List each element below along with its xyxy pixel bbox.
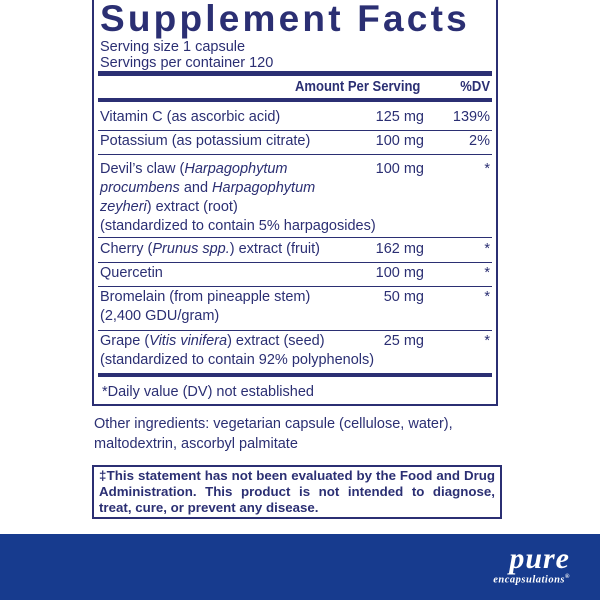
nutrient-name: Vitamin C (as ascorbic acid) [100, 109, 281, 125]
nutrient-dv: * [484, 289, 490, 305]
servings-per-container: Servings per container 120 [100, 55, 274, 71]
nutrient-dv: * [484, 161, 490, 177]
row-divider [98, 262, 492, 263]
logo-word: pure [509, 542, 570, 575]
nutrient-name: Bromelain (from pineapple stem) (2,400 GD… [100, 288, 350, 326]
panel-title: Supplement Facts [100, 0, 470, 39]
supplement-facts-panel: Supplement Facts Serving size 1 capsule … [92, 0, 498, 406]
divider [98, 71, 492, 76]
nutrient-dv: 139% [452, 109, 490, 125]
nutrient-name: Potassium (as potassium citrate) [100, 133, 311, 149]
nutrient-note: (standardized to contain 5% harpagosides… [100, 218, 376, 234]
nutrient-amount: 162 mg [375, 241, 424, 257]
nutrient-amount: 50 mg [383, 289, 424, 305]
row-divider [98, 237, 492, 238]
nutrient-amount: 100 mg [375, 133, 424, 149]
row-divider [98, 330, 492, 331]
nutrient-dv: 2% [469, 133, 490, 149]
nutrient-note: (standardized to contain 92% polyphenols… [100, 352, 375, 368]
nutrient-dv: * [484, 241, 490, 257]
fda-disclaimer: ‡This statement has not been evaluated b… [92, 465, 502, 519]
nutrient-dv: * [484, 265, 490, 281]
logo-sub: encapsulations [493, 574, 566, 586]
divider [98, 98, 492, 102]
nutrient-name: Quercetin [100, 265, 163, 281]
nutrient-name: Grape (Vitis vinifera) extract (seed) (st… [100, 333, 375, 368]
amount-header: Amount Per Serving [294, 79, 420, 95]
nutrient-dv: * [484, 333, 490, 349]
registered-mark: ® [565, 574, 570, 580]
row-divider [98, 154, 492, 155]
footnote: *Daily value (DV) not established [102, 384, 314, 400]
brand-band: pure encapsulations® [0, 534, 600, 600]
row-divider [98, 286, 492, 287]
other-ingredients: Other ingredients: vegetarian capsule (c… [94, 416, 453, 452]
nutrient-name: Devil’s claw (Harpagophytum procumbens a… [100, 161, 376, 234]
brand-logo: pure encapsulations® [493, 544, 570, 586]
nutrient-name: Cherry (Prunus spp.) extract (fruit) [100, 241, 320, 257]
nutrient-amount: 25 mg [383, 333, 424, 349]
dv-header: %DV [460, 79, 490, 95]
serving-size: Serving size 1 capsule [100, 39, 246, 55]
divider [98, 373, 492, 377]
row-divider [98, 130, 492, 131]
nutrient-note: (2,400 GDU/gram) [100, 308, 220, 324]
nutrient-amount: 125 mg [375, 109, 424, 125]
nutrient-amount: 100 mg [375, 161, 424, 177]
nutrient-amount: 100 mg [375, 265, 424, 281]
